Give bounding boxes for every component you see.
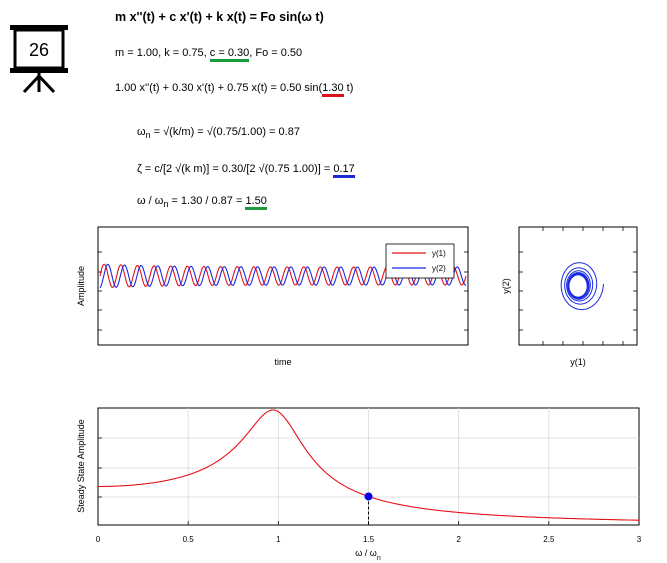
frequency-response-grid: [97, 408, 640, 525]
time-series-chart: y(1) y(2) time Amplitude: [76, 226, 469, 367]
parameters-line: m = 1.00, k = 0.75, c = 0.30, Fo = 0.50: [115, 47, 302, 62]
phase-portrait-chart: y(1) y(2): [501, 226, 638, 367]
natural-frequency-line: ωn = √(k/m) = √(0.75/1.00) = 0.87: [137, 126, 300, 140]
frequency-response-curve: [98, 409, 639, 525]
time-series-legend: y(1) y(2): [385, 243, 455, 279]
omega-n-lhs: ω: [137, 126, 146, 138]
phase-y-label: y(2): [501, 278, 511, 294]
ratio-lhs: ω / ω: [137, 195, 164, 207]
damping-ratio-line: ζ = c/[2 √(k m)] = 0.30/[2 √(0.75 1.00)]…: [137, 163, 355, 178]
zeta-prefix: ζ = c/[2 √(k m)] = 0.30/[2 √(0.75 1.00)]…: [137, 163, 334, 175]
frequency-ratio-line: ω / ωn = 1.30 / 0.87 = 1.50: [137, 195, 267, 210]
equation-title: m x''(t) + c x'(t) + k x(t) = Fo sin(ω t…: [115, 10, 324, 24]
damping-value: c = 0.30: [209, 47, 250, 62]
x-tick-label: 0: [96, 535, 101, 544]
zeta-value: 0.17: [333, 163, 355, 178]
phase-portrait-ticks: [519, 227, 637, 345]
forcing-frequency: 1.30: [322, 82, 344, 97]
legend-box: [385, 243, 455, 279]
ratio-value: 1.50: [245, 195, 267, 210]
x-tick-label: 2: [456, 535, 461, 544]
numeric-suffix: t): [343, 82, 354, 94]
frequency-ratio-axis-label: ω / ωn: [355, 548, 381, 562]
phase-x-label: y(1): [570, 357, 586, 367]
frequency-response-chart: 0 0.5 1 1.5 2 2.5 3 Steady State Amplitude ω /…: [76, 407, 642, 562]
phase-portrait-curve: [560, 262, 604, 311]
x-tick-label: 1: [276, 535, 281, 544]
legend-label-y1: y(1): [432, 249, 446, 258]
numeric-prefix: 1.00 x''(t) + 0.30 x'(t) + 0.75 x(t) = 0…: [115, 82, 323, 94]
x-tick-label: 3: [637, 535, 642, 544]
time-axis-label: time: [274, 357, 291, 367]
params-prefix: m = 1.00, k = 0.75,: [115, 47, 210, 59]
omega-n-rhs: = √(k/m) = √(0.75/1.00) = 0.87: [150, 126, 300, 138]
params-suffix: , Fo = 0.50: [249, 47, 303, 59]
legend-label-y2: y(2): [432, 264, 446, 273]
ratio-sub: n: [163, 199, 169, 210]
phase-curve: [560, 262, 604, 311]
x-tick-label: 1.5: [363, 535, 375, 544]
presentation-board-icon: 26: [8, 22, 70, 101]
phase-portrait-frame: [518, 226, 638, 346]
numeric-equation: 1.00 x''(t) + 0.30 x'(t) + 0.75 x(t) = 0…: [115, 82, 353, 97]
omega-n-sub: n: [145, 130, 151, 141]
operating-point-marker: [364, 492, 373, 501]
frequency-response-tick-labels: 0 0.5 1 1.5 2 2.5 3: [96, 535, 642, 544]
ratio-mid: = 1.30 / 0.87 =: [168, 195, 246, 207]
slide-number: 26: [29, 40, 49, 60]
x-tick-label: 2.5: [543, 535, 555, 544]
amplitude-axis-label: Amplitude: [76, 266, 86, 306]
steady-state-axis-label: Steady State Amplitude: [76, 419, 86, 513]
x-tick-label: 0.5: [183, 535, 195, 544]
